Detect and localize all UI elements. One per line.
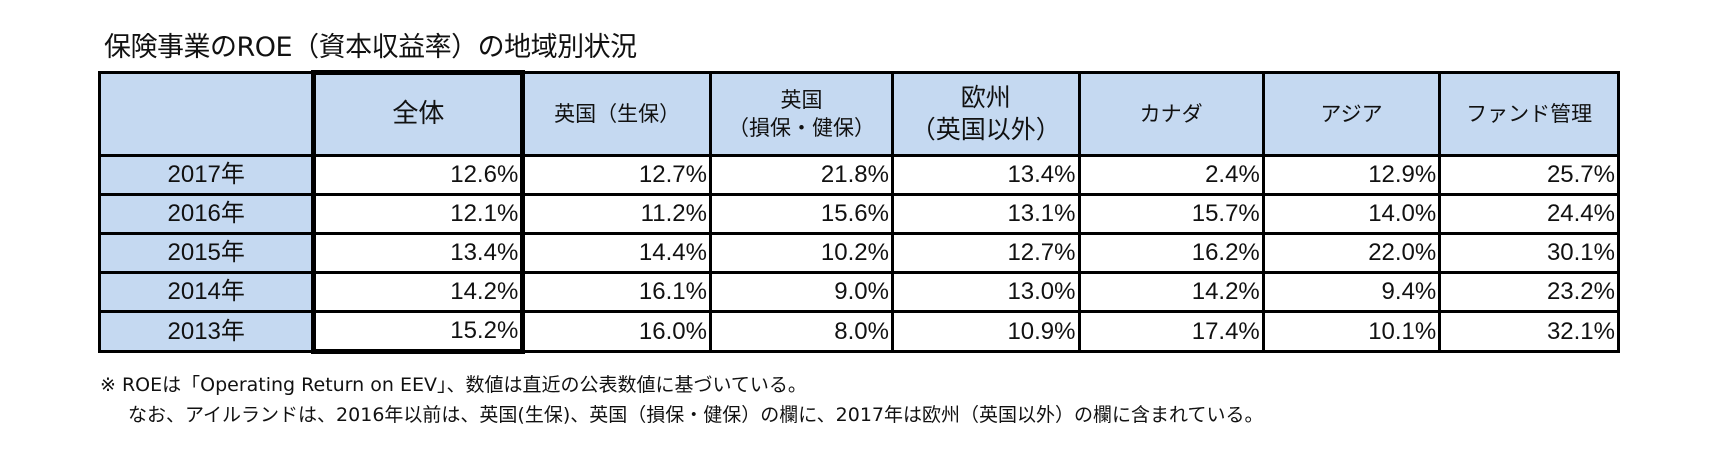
cell-europe-ex-uk: 10.9% bbox=[890, 310, 1081, 353]
footnote-line-2: なお、アイルランドは、2016年以前は、英国(生保)、英国（損保・健保）の欄に、… bbox=[128, 404, 1264, 426]
header-uk-general-health: 英国 （損保・健保） bbox=[708, 71, 894, 157]
cell-total: 15.2% bbox=[311, 310, 526, 354]
cell-fund-management: 24.4% bbox=[1438, 193, 1620, 235]
cell-canada: 2.4% bbox=[1077, 154, 1265, 196]
header-asia: アジア bbox=[1261, 71, 1442, 157]
cell-uk-life: 16.0% bbox=[521, 310, 712, 353]
cell-uk-life: 11.2% bbox=[521, 193, 712, 235]
cell-total: 12.1% bbox=[311, 193, 526, 235]
row-year: 2016年 bbox=[97, 193, 316, 235]
cell-total: 13.4% bbox=[311, 232, 526, 274]
cell-canada: 17.4% bbox=[1077, 310, 1265, 353]
header-europe-ex-uk: 欧州 （英国以外） bbox=[890, 71, 1081, 157]
cell-uk-general-health: 9.0% bbox=[708, 271, 894, 313]
roe-by-region-table: 全体 英国（生保） 英国 （損保・健保） 欧州 （英国以外） カナダ アジア フ… bbox=[97, 70, 1620, 354]
cell-europe-ex-uk: 13.0% bbox=[890, 271, 1081, 313]
cell-fund-management: 25.7% bbox=[1438, 154, 1620, 196]
table-row: 2016年 12.1% 11.2% 15.6% 13.1% 15.7% 14.0… bbox=[97, 193, 1620, 235]
row-year: 2014年 bbox=[97, 271, 316, 313]
table-row: 2015年 13.4% 14.4% 10.2% 12.7% 16.2% 22.0… bbox=[97, 232, 1620, 274]
table-row: 2014年 14.2% 16.1% 9.0% 13.0% 14.2% 9.4% … bbox=[97, 271, 1620, 313]
cell-fund-management: 23.2% bbox=[1438, 271, 1620, 313]
cell-uk-general-health: 8.0% bbox=[708, 310, 894, 353]
table-row: 2017年 12.6% 12.7% 21.8% 13.4% 2.4% 12.9%… bbox=[97, 154, 1620, 196]
table-title: 保険事業のROE（資本収益率）の地域別状況 bbox=[104, 32, 637, 63]
cell-uk-general-health: 15.6% bbox=[708, 193, 894, 235]
cell-uk-general-health: 21.8% bbox=[708, 154, 894, 196]
cell-uk-life: 16.1% bbox=[521, 271, 712, 313]
cell-canada: 14.2% bbox=[1077, 271, 1265, 313]
cell-asia: 14.0% bbox=[1261, 193, 1442, 235]
cell-uk-life: 12.7% bbox=[521, 154, 712, 196]
row-year: 2017年 bbox=[97, 154, 316, 196]
cell-asia: 10.1% bbox=[1261, 310, 1442, 353]
cell-fund-management: 32.1% bbox=[1438, 310, 1620, 353]
header-total: 全体 bbox=[311, 70, 526, 157]
cell-europe-ex-uk: 13.4% bbox=[890, 154, 1081, 196]
row-year: 2013年 bbox=[97, 310, 316, 353]
cell-fund-management: 30.1% bbox=[1438, 232, 1620, 274]
footnotes: ※ ROEは「Operating Return on EEV」、数値は直近の公表… bbox=[100, 370, 1263, 430]
cell-uk-general-health: 10.2% bbox=[708, 232, 894, 274]
row-year: 2015年 bbox=[97, 232, 316, 274]
cell-asia: 22.0% bbox=[1261, 232, 1442, 274]
table-row: 2013年 15.2% 16.0% 8.0% 10.9% 17.4% 10.1%… bbox=[97, 310, 1620, 354]
cell-canada: 16.2% bbox=[1077, 232, 1265, 274]
cell-total: 12.6% bbox=[311, 154, 526, 196]
header-row: 全体 英国（生保） 英国 （損保・健保） 欧州 （英国以外） カナダ アジア フ… bbox=[97, 70, 1620, 157]
cell-uk-life: 14.4% bbox=[521, 232, 712, 274]
header-uk-life: 英国（生保） bbox=[521, 71, 712, 157]
cell-total: 14.2% bbox=[311, 271, 526, 313]
header-corner bbox=[97, 71, 316, 157]
cell-canada: 15.7% bbox=[1077, 193, 1265, 235]
cell-europe-ex-uk: 12.7% bbox=[890, 232, 1081, 274]
footnote-line-1: ※ ROEは「Operating Return on EEV」、数値は直近の公表… bbox=[100, 374, 807, 396]
header-canada: カナダ bbox=[1077, 71, 1265, 157]
cell-europe-ex-uk: 13.1% bbox=[890, 193, 1081, 235]
cell-asia: 12.9% bbox=[1261, 154, 1442, 196]
header-fund-management: ファンド管理 bbox=[1438, 71, 1620, 157]
cell-asia: 9.4% bbox=[1261, 271, 1442, 313]
